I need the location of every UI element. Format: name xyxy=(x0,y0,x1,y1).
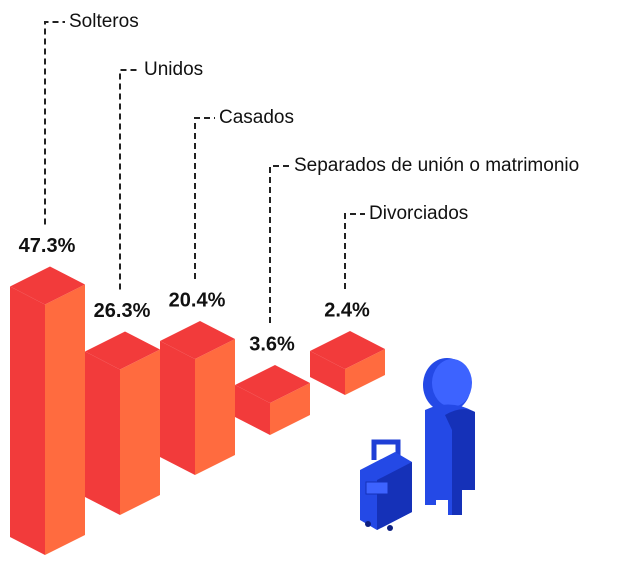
leader-line xyxy=(345,214,365,289)
suitcase-icon xyxy=(360,442,412,531)
leader-line xyxy=(45,22,65,225)
bar xyxy=(235,365,310,435)
category-label: Casados xyxy=(219,107,294,128)
value-label: 26.3% xyxy=(94,300,151,322)
bar xyxy=(10,267,85,556)
bar xyxy=(310,331,385,395)
bar-left-face xyxy=(10,287,45,556)
person-icon xyxy=(423,358,475,515)
category-label: Unidos xyxy=(144,59,203,80)
bar-left-face xyxy=(85,352,120,516)
category-label: Divorciados xyxy=(369,203,468,224)
chart: 47.3% Solteros 26.3% Unidos 20.4% Casados 3.6%… xyxy=(0,0,642,561)
bar-right-face xyxy=(45,285,85,556)
leader-line xyxy=(270,166,290,323)
leader-line xyxy=(120,70,140,290)
leader-line xyxy=(195,118,215,279)
value-label: 20.4% xyxy=(169,289,226,311)
bar-right-face xyxy=(195,339,235,475)
category-label: Solteros xyxy=(69,11,139,32)
value-label: 47.3% xyxy=(19,235,76,257)
value-label: 3.6% xyxy=(249,333,295,355)
bar xyxy=(85,332,160,516)
bar-right-face xyxy=(120,350,160,516)
category-label: Separados de unión o matrimonio xyxy=(294,155,579,176)
bar-left-face xyxy=(160,341,195,475)
bar xyxy=(160,321,235,475)
value-label: 2.4% xyxy=(324,299,370,321)
